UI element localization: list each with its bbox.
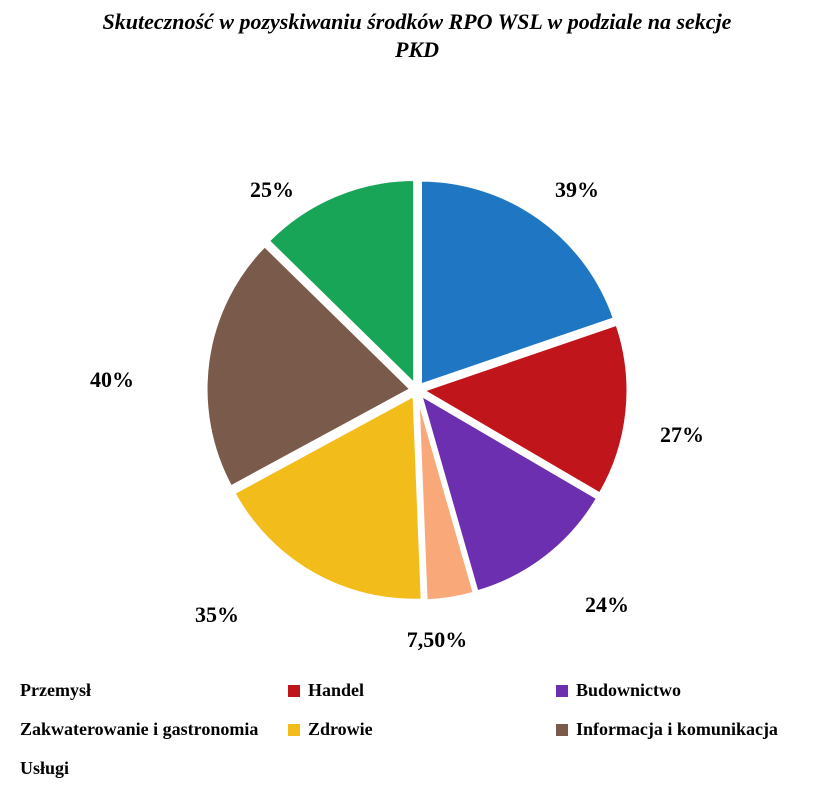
legend-swatch-handel xyxy=(288,685,300,697)
pie-chart: 39% 27% 24% 7,50% 35% 40% 25% xyxy=(0,90,834,650)
legend-label-handel: Handel xyxy=(308,680,364,701)
legend-label-infokom: Informacja i komunikacja xyxy=(576,719,778,740)
slice-label-budown: 24% xyxy=(585,592,629,618)
legend-swatch-zdrowie xyxy=(288,724,300,736)
title-line-2: PKD xyxy=(395,37,439,62)
legend-item-zakw: Zakwaterowanie i gastronomia xyxy=(20,719,288,740)
chart-title: Skuteczność w pozyskiwaniu środków RPO W… xyxy=(0,8,834,63)
slice-label-handel: 27% xyxy=(660,422,704,448)
legend-item-budown: Budownictwo xyxy=(556,680,814,701)
slice-label-infokom: 40% xyxy=(90,367,134,393)
slice-label-zdrowie: 35% xyxy=(195,602,239,628)
legend-label-zdrowie: Zdrowie xyxy=(308,719,373,740)
legend-item-infokom: Informacja i komunikacja xyxy=(556,719,814,740)
legend-row: Zakwaterowanie i gastronomia Zdrowie Infor… xyxy=(20,719,814,740)
legend-label-uslugi: Usługi xyxy=(20,758,69,779)
slice-label-zakw: 7,50% xyxy=(407,627,468,653)
slice-label-uslugi: 25% xyxy=(250,177,294,203)
legend-label-przemysl: Przemysł xyxy=(20,680,91,701)
legend-item-przemysl: Przemysł xyxy=(20,680,288,701)
legend-item-handel: Handel xyxy=(288,680,556,701)
title-line-1: Skuteczność w pozyskiwaniu środków RPO W… xyxy=(103,9,732,34)
chart-container: Skuteczność w pozyskiwaniu środków RPO W… xyxy=(0,0,834,812)
legend-swatch-infokom xyxy=(556,724,568,736)
legend-row: Usługi xyxy=(20,758,814,779)
legend-item-uslugi: Usługi xyxy=(20,758,290,779)
slice-label-przemysl: 39% xyxy=(555,177,599,203)
legend-label-budown: Budownictwo xyxy=(576,680,681,701)
legend-swatch-budown xyxy=(556,685,568,697)
legend: Przemysł Handel Budownictwo Zakwaterowanie … xyxy=(20,680,814,797)
legend-item-zdrowie: Zdrowie xyxy=(288,719,556,740)
legend-label-zakw: Zakwaterowanie i gastronomia xyxy=(20,719,258,740)
legend-row: Przemysł Handel Budownictwo xyxy=(20,680,814,701)
